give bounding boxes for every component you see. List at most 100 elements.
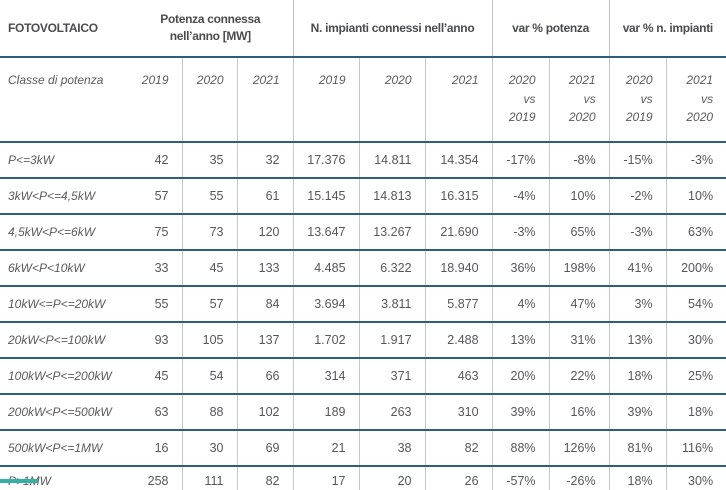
var-col-power-2021vs2020: 2021 vs 2020 [549,57,610,143]
var-plants-2021vs2020-value: 54% [666,286,726,323]
plants-2021-value: 18.940 [425,250,493,287]
power-class-label: 3kW<P<=4,5kW [0,178,128,215]
plants-2020-value: 38 [359,430,426,467]
var-plants-2021vs2020-value: 30% [666,466,726,490]
plants-2019-value: 314 [293,358,360,395]
var-plants-2021vs2020-value: 200% [666,250,726,287]
power-2020-value: 57 [182,286,238,323]
power-class-label: P<=3kW [0,142,128,179]
var-plants-2021vs2020-value: 10% [666,178,726,215]
plants-2019-value: 17 [293,466,360,490]
var-col-power-2020vs2019: 2020 vs 2019 [492,57,550,143]
table-row: 3kW<P<=4,5kW 57 55 61 15.145 14.813 16.3… [0,178,726,215]
var-plants-2021vs2020-value: -3% [666,142,726,179]
power-2020-value: 105 [182,322,238,359]
var-plants-2021vs2020-value: 25% [666,358,726,395]
var-plants-2021vs2020-value: 63% [666,214,726,251]
plants-2021-value: 16.315 [425,178,493,215]
plants-2021-value: 14.354 [425,142,493,179]
plants-2019-value: 3.694 [293,286,360,323]
group-header-potenza-connessa: Potenza connessa nell’anno [MW] [128,0,294,58]
power-class-label: 200kW<P<=500kW [0,394,128,431]
var-power-2021vs2020-value: 31% [549,322,610,359]
power-2019-value: 93 [128,322,183,359]
power-2021-value: 61 [237,178,294,215]
var-power-2021vs2020-value: -26% [549,466,610,490]
plants-2021-value: 310 [425,394,493,431]
var-plants-2020vs2019-value: 81% [609,430,667,467]
power-2019-value: 57 [128,178,183,215]
table-title: FOTOVOLTAICO [0,0,128,58]
year-col-plants-2021: 2021 [425,57,493,143]
table-row: P<=3kW 42 35 32 17.376 14.811 14.354 -17… [0,142,726,179]
table-row: 4,5kW<P<=6kW 75 73 120 13.647 13.267 21.… [0,214,726,251]
var-power-2020vs2019-value: 36% [492,250,550,287]
table-row: P>1MW 258 111 82 17 20 26 -57% -26% 18% … [0,466,726,490]
power-class-label: 100kW<P<=200kW [0,358,128,395]
year-header-row: Classe di potenza 2019 2020 2021 2019 20… [0,57,726,143]
plants-2020-value: 6.322 [359,250,426,287]
var-plants-2020vs2019-value: 39% [609,394,667,431]
power-2020-value: 35 [182,142,238,179]
power-2020-value: 55 [182,178,238,215]
table-row: 100kW<P<=200kW 45 54 66 314 371 463 20% … [0,358,726,395]
power-class-label: 6kW<P<10kW [0,250,128,287]
power-class-label: 10kW<=P<=20kW [0,286,128,323]
power-2019-value: 75 [128,214,183,251]
plants-2019-value: 17.376 [293,142,360,179]
power-2019-value: 33 [128,250,183,287]
year-col-power-2020: 2020 [182,57,238,143]
power-class-label: 4,5kW<P<=6kW [0,214,128,251]
power-2019-value: 45 [128,358,183,395]
table-row: 500kW<P<=1MW 16 30 69 21 38 82 88% 126% … [0,430,726,467]
var-plants-2021vs2020-value: 18% [666,394,726,431]
power-2019-value: 63 [128,394,183,431]
var-power-2020vs2019-value: 13% [492,322,550,359]
year-col-power-2021: 2021 [237,57,294,143]
plants-2019-value: 15.145 [293,178,360,215]
var-plants-2020vs2019-value: 41% [609,250,667,287]
plants-2019-value: 21 [293,430,360,467]
var-plants-2020vs2019-value: 13% [609,322,667,359]
plants-2021-value: 26 [425,466,493,490]
power-class-label: 20kW<P<=100kW [0,322,128,359]
plants-2021-value: 21.690 [425,214,493,251]
var-power-2020vs2019-value: -17% [492,142,550,179]
table-body: P<=3kW 42 35 32 17.376 14.811 14.354 -17… [0,142,726,490]
var-power-2020vs2019-value: -57% [492,466,550,490]
var-col-plants-2021vs2020: 2021 vs 2020 [666,57,726,143]
plants-2019-value: 13.647 [293,214,360,251]
group-header-n-impianti: N. impianti connessi nell’anno [293,0,493,58]
power-2019-value: 16 [128,430,183,467]
table-row: 200kW<P<=500kW 63 88 102 189 263 310 39%… [0,394,726,431]
plants-2021-value: 2.488 [425,322,493,359]
plants-2019-value: 189 [293,394,360,431]
var-power-2021vs2020-value: -8% [549,142,610,179]
var-plants-2020vs2019-value: 18% [609,466,667,490]
table-row: 6kW<P<10kW 33 45 133 4.485 6.322 18.940 … [0,250,726,287]
var-plants-2020vs2019-value: -2% [609,178,667,215]
plants-2021-value: 82 [425,430,493,467]
plants-2020-value: 20 [359,466,426,490]
power-2021-value: 82 [237,466,294,490]
plants-2020-value: 14.811 [359,142,426,179]
plants-2021-value: 463 [425,358,493,395]
var-plants-2020vs2019-value: -15% [609,142,667,179]
year-col-plants-2020: 2020 [359,57,426,143]
group-header-row: FOTOVOLTAICO Potenza connessa nell’anno … [0,0,726,58]
year-col-plants-2019: 2019 [293,57,360,143]
power-2020-value: 73 [182,214,238,251]
plants-2020-value: 263 [359,394,426,431]
power-2019-value: 55 [128,286,183,323]
year-col-power-2019: 2019 [128,57,183,143]
var-power-2020vs2019-value: 39% [492,394,550,431]
plants-2019-value: 4.485 [293,250,360,287]
power-2020-value: 54 [182,358,238,395]
power-2021-value: 69 [237,430,294,467]
power-2021-value: 84 [237,286,294,323]
power-2021-value: 102 [237,394,294,431]
var-power-2021vs2020-value: 10% [549,178,610,215]
var-power-2021vs2020-value: 65% [549,214,610,251]
